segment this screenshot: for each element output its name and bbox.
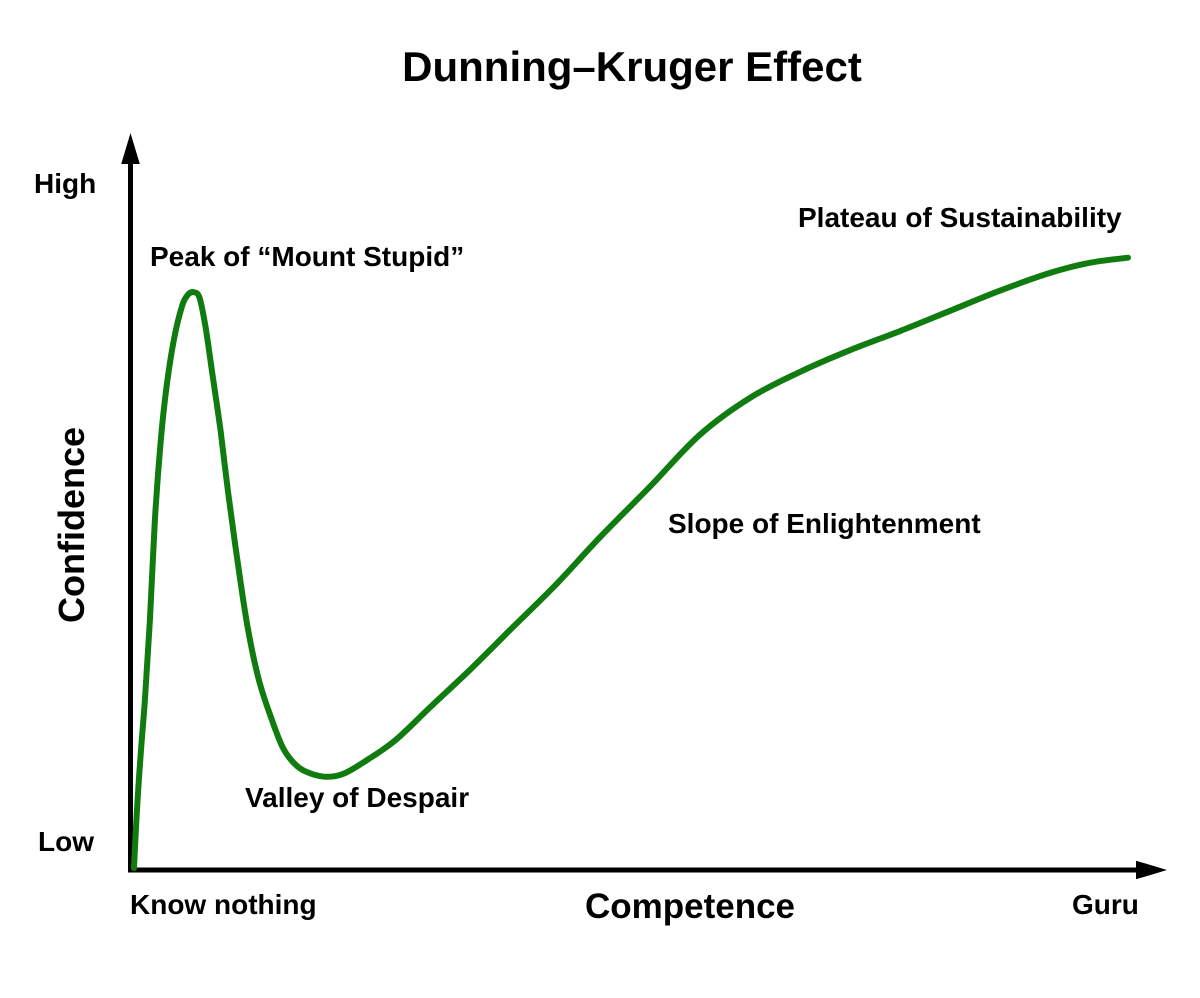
annotation-valley-of-despair: Valley of Despair bbox=[245, 782, 470, 813]
y-axis-label: Confidence bbox=[51, 426, 92, 624]
y-axis-arrowhead-icon bbox=[121, 133, 140, 164]
x-axis-label: Competence bbox=[584, 887, 796, 926]
y-tick-high: High bbox=[34, 168, 97, 199]
x-axis-arrowhead-icon bbox=[1136, 860, 1167, 880]
chart-title: Dunning–Kruger Effect bbox=[402, 43, 862, 90]
annotation-peak-of-mount-stupid: Peak of “Mount Stupid” bbox=[150, 241, 465, 272]
x-tick-know-nothing: Know nothing bbox=[130, 889, 317, 920]
y-tick-low: Low bbox=[38, 826, 94, 857]
annotation-plateau-of-sustainability: Plateau of Sustainability bbox=[798, 202, 1122, 233]
confidence-curve bbox=[131, 254, 1131, 871]
x-tick-guru: Guru bbox=[1072, 889, 1139, 920]
annotation-slope-of-enlightenment: Slope of Enlightenment bbox=[668, 508, 981, 539]
